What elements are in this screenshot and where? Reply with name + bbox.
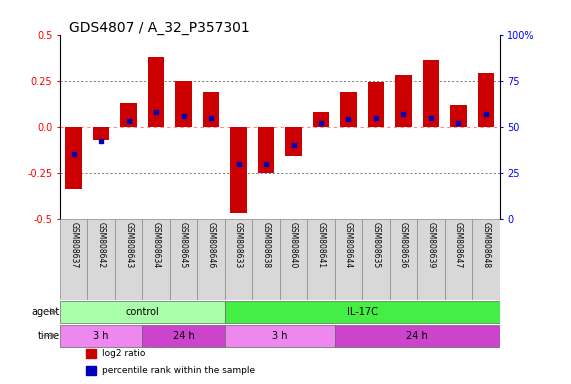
Bar xyxy=(340,92,357,127)
Bar xyxy=(335,325,500,347)
Text: time: time xyxy=(38,331,60,341)
Bar xyxy=(60,219,87,300)
Text: GSM808640: GSM808640 xyxy=(289,222,298,268)
Bar xyxy=(170,219,198,300)
Text: agent: agent xyxy=(32,306,60,317)
Bar xyxy=(389,219,417,300)
Text: GSM808641: GSM808641 xyxy=(316,222,325,268)
Text: GSM808645: GSM808645 xyxy=(179,222,188,268)
Bar xyxy=(87,219,115,300)
Bar xyxy=(86,349,96,358)
Bar xyxy=(142,219,170,300)
Bar xyxy=(60,301,225,323)
Bar xyxy=(175,81,192,127)
Text: GSM808638: GSM808638 xyxy=(262,222,271,268)
Bar xyxy=(258,127,274,173)
Text: GSM808639: GSM808639 xyxy=(427,222,436,268)
Bar xyxy=(445,219,472,300)
Bar xyxy=(93,127,110,140)
Bar xyxy=(423,60,439,127)
Bar xyxy=(313,112,329,127)
Bar xyxy=(252,219,280,300)
Text: GSM808643: GSM808643 xyxy=(124,222,133,268)
Bar xyxy=(395,75,412,127)
Text: 24 h: 24 h xyxy=(173,331,195,341)
Bar xyxy=(472,219,500,300)
Bar xyxy=(86,366,96,375)
Text: GSM808637: GSM808637 xyxy=(69,222,78,268)
Text: 3 h: 3 h xyxy=(272,331,288,341)
Bar xyxy=(368,83,384,127)
Bar xyxy=(120,103,137,127)
Bar xyxy=(66,127,82,189)
Bar xyxy=(225,325,335,347)
Bar xyxy=(450,104,467,127)
Bar xyxy=(335,219,362,300)
Text: GDS4807 / A_32_P357301: GDS4807 / A_32_P357301 xyxy=(69,21,250,35)
Text: GSM808648: GSM808648 xyxy=(481,222,490,268)
Text: GSM808646: GSM808646 xyxy=(207,222,216,268)
Text: log2 ratio: log2 ratio xyxy=(102,349,145,358)
Bar xyxy=(60,325,142,347)
Bar xyxy=(198,219,225,300)
Text: GSM808647: GSM808647 xyxy=(454,222,463,268)
Bar xyxy=(417,219,445,300)
Bar xyxy=(477,73,494,127)
Bar xyxy=(230,127,247,214)
Bar xyxy=(148,57,164,127)
Text: GSM808633: GSM808633 xyxy=(234,222,243,268)
Bar xyxy=(307,219,335,300)
Bar xyxy=(280,219,307,300)
Bar xyxy=(142,325,225,347)
Text: GSM808642: GSM808642 xyxy=(96,222,106,268)
Text: IL-17C: IL-17C xyxy=(347,306,377,317)
Text: GSM808635: GSM808635 xyxy=(372,222,380,268)
Text: GSM808634: GSM808634 xyxy=(152,222,160,268)
Text: GSM808644: GSM808644 xyxy=(344,222,353,268)
Bar xyxy=(203,92,219,127)
Bar xyxy=(225,219,252,300)
Bar xyxy=(115,219,142,300)
Text: control: control xyxy=(126,306,159,317)
Bar xyxy=(286,127,302,156)
Text: 3 h: 3 h xyxy=(94,331,109,341)
Text: GSM808636: GSM808636 xyxy=(399,222,408,268)
Text: 24 h: 24 h xyxy=(407,331,428,341)
Bar xyxy=(362,219,389,300)
Bar xyxy=(225,301,500,323)
Text: percentile rank within the sample: percentile rank within the sample xyxy=(102,366,255,375)
